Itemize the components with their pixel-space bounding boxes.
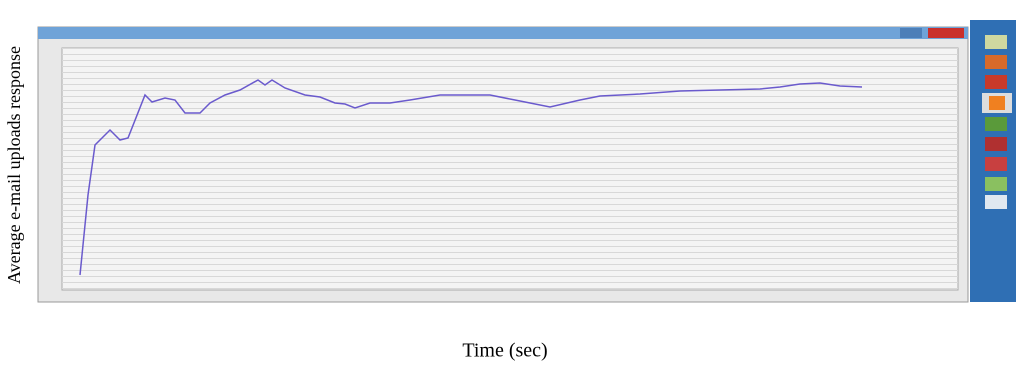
sidebar-icon[interactable] [985, 75, 1007, 89]
sidebar-icon[interactable] [985, 195, 1007, 209]
sidebar-icon[interactable] [985, 177, 1007, 191]
title-bar [38, 27, 968, 39]
x-axis-label: Time (sec) [462, 340, 547, 362]
sidebar-icon[interactable] [985, 157, 1007, 171]
sidebar-icon[interactable] [989, 96, 1005, 110]
page: {"chart_data": {"type": "line", "y_label… [0, 0, 1016, 372]
sidebar-icon[interactable] [985, 55, 1007, 69]
y-axis-label: Average e-mail uploads response [4, 46, 24, 284]
sidebar-icon[interactable] [985, 35, 1007, 49]
grid [62, 48, 958, 290]
sidebar-icon[interactable] [985, 137, 1007, 151]
maximize-button[interactable] [900, 28, 922, 38]
close-button[interactable] [928, 28, 964, 38]
sidebar-icon[interactable] [985, 117, 1007, 131]
screenshot: Average e-mail uploads response Time (se… [0, 0, 1016, 372]
